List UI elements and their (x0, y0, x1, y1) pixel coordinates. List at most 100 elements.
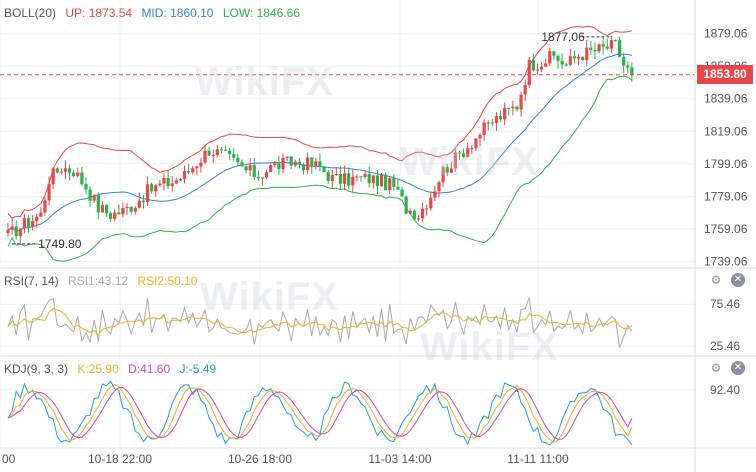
rsi2-value: RSI2:50.10 (137, 274, 198, 288)
candle-body (256, 176, 260, 179)
candle-body (207, 150, 211, 156)
candle-body (400, 189, 404, 197)
kdj-k-value: K:25.90 (77, 362, 119, 376)
candle-body (219, 149, 224, 151)
candle-body (100, 205, 105, 213)
candle-body (289, 156, 293, 166)
candle-body (187, 171, 191, 173)
candle-body (622, 56, 626, 66)
candle-body (35, 216, 39, 222)
candle-body (80, 172, 84, 185)
candle-body (166, 178, 170, 187)
rsi-tick-label: 25.46 (710, 339, 740, 353)
candle-body (141, 200, 146, 203)
candle-body (597, 44, 601, 52)
candle-body (351, 176, 355, 186)
candle-body (117, 212, 121, 215)
candle-body (92, 195, 96, 201)
candle-body (281, 157, 285, 170)
candle-body (437, 182, 441, 192)
candle-body (96, 195, 100, 213)
candle-body (199, 162, 203, 167)
candle-body (375, 175, 380, 187)
candle-body (367, 173, 371, 184)
candle-body (211, 154, 215, 156)
candle-body (326, 172, 330, 181)
candle-body (191, 168, 195, 173)
close-icon[interactable]: ✕ (731, 361, 745, 375)
boll-name: BOLL(20) (4, 6, 57, 20)
candle-body (429, 197, 433, 209)
candle-body (412, 210, 416, 220)
boll-up-value: UP: 1873.54 (65, 6, 133, 20)
candle-body (593, 50, 597, 52)
price-tick-label: 1879.06 (704, 27, 748, 41)
candle-body (252, 165, 256, 177)
candle-body (14, 226, 18, 237)
candle-body (363, 173, 367, 177)
candle-body (18, 228, 22, 237)
candle-body (133, 207, 137, 212)
rsi-tick-label: 75.46 (710, 297, 740, 311)
candle-body (457, 152, 462, 154)
candle-body (154, 185, 158, 192)
candle-body (589, 47, 593, 51)
candle-body (39, 212, 43, 217)
time-tick-label: 11-11 11:00 (507, 452, 569, 466)
price-tick-label: 1779.06 (704, 189, 748, 203)
candle-body (306, 157, 310, 171)
candle-body (228, 150, 232, 155)
candle-body (72, 172, 76, 177)
candle-body (507, 107, 511, 109)
candle-body (232, 154, 236, 158)
candle-body (113, 212, 117, 219)
price-tick-label: 1739.06 (704, 254, 748, 268)
candle-body (55, 168, 59, 173)
candle-body (548, 51, 552, 64)
candle-body (63, 168, 68, 172)
rsi2-line (7, 307, 633, 337)
candle-body (215, 149, 219, 155)
boll-lower-line (7, 75, 633, 262)
candle-body (310, 157, 314, 167)
candle-body (371, 175, 375, 184)
candle-body (285, 156, 289, 158)
price-tick-label: 1799.06 (704, 157, 748, 171)
time-tick-label: 10-26 18:00 (228, 452, 292, 466)
candle-body (162, 178, 166, 184)
candle-body (523, 85, 527, 95)
candle-body (264, 172, 269, 178)
candle-body (137, 200, 141, 208)
candle-body (150, 184, 154, 192)
candle-body (88, 189, 92, 201)
candle-body (630, 67, 634, 75)
candle-body (203, 150, 207, 163)
candle-body (470, 148, 474, 150)
candle-body (195, 166, 199, 169)
candle-body (613, 40, 618, 42)
candle-body (494, 116, 499, 124)
close-icon[interactable]: ✕ (731, 273, 745, 287)
candle-body (503, 107, 507, 120)
gear-icon[interactable]: ⚙ (710, 273, 722, 287)
candle-body (67, 168, 72, 173)
rsi1-value: RSI1:43.12 (68, 274, 129, 288)
candle-body (338, 174, 343, 184)
candle-body (511, 106, 515, 109)
candle-body (158, 183, 162, 186)
candle-body (248, 165, 252, 171)
candle-body (585, 47, 589, 61)
candle-body (260, 177, 265, 179)
candle-body (240, 162, 244, 167)
candle-body (182, 171, 187, 180)
candle-body (293, 161, 297, 166)
candle-body (145, 184, 150, 203)
candle-body (474, 138, 478, 149)
gear-icon[interactable]: ⚙ (710, 361, 722, 375)
candle-body (174, 180, 178, 184)
candle-body (84, 184, 88, 190)
candle-body (359, 176, 363, 178)
candle-body (379, 174, 384, 187)
